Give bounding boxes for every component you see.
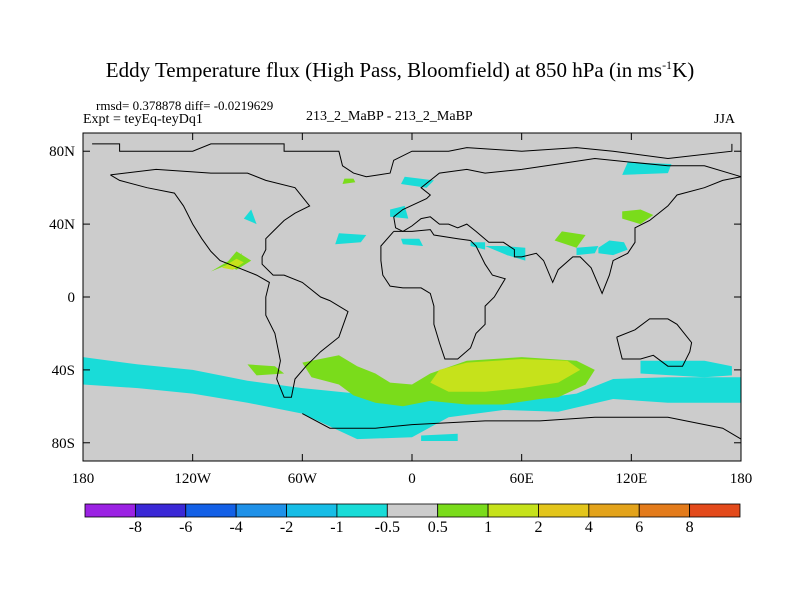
y-tick-label-0: 80N (49, 144, 75, 160)
x-tick-label-1: 120W (174, 471, 212, 487)
colorbar-box-3 (235, 503, 287, 518)
x-tick-label-6: 180 (730, 471, 753, 487)
season-label: JJA (714, 112, 736, 127)
coastline-2 (380, 229, 506, 360)
colorbar-label-3: -2 (279, 519, 294, 536)
contour-fills (83, 133, 741, 461)
colorbar-box-9 (538, 503, 590, 518)
contour-region-2-0 (430, 359, 581, 392)
colorbar-label-7: 1 (484, 519, 493, 536)
coastlines (92, 143, 742, 440)
coastline-4 (616, 318, 693, 367)
colorbar-box-5 (336, 503, 388, 518)
colorbar-label-5: -0.5 (374, 519, 400, 536)
y-tick-label-1: 40N (49, 217, 75, 233)
coastline-5 (302, 413, 742, 440)
colorbar-box-7 (437, 503, 489, 518)
center-label: 213_2_MaBP - 213_2_MaBP (306, 109, 473, 124)
expt-label: Expt = teyEq-teyDq1 (83, 112, 203, 127)
colorbar-label-0: -8 (128, 519, 143, 536)
x-tick-label-2: 60W (288, 471, 318, 487)
colorbar-label-9: 4 (584, 519, 593, 536)
stats-label: rmsd= 0.378878 diff= -0.0219629 (96, 98, 274, 113)
contour-region-0-4 (243, 209, 257, 225)
contour-region-0-0 (83, 357, 741, 440)
colorbar-box-1 (134, 503, 187, 518)
contour-region-0-8 (576, 246, 599, 256)
colorbar-box-4 (286, 503, 338, 518)
x-tick-label-3: 0 (408, 471, 416, 487)
coastline-3 (393, 157, 742, 295)
title-end: K) (672, 58, 695, 82)
colorbar-box-2 (185, 503, 237, 518)
colorbar-label-4: -1 (330, 519, 344, 536)
contour-region-0-11 (640, 360, 732, 378)
colorbar-box-8 (487, 503, 539, 518)
contour-region-1-5 (554, 231, 586, 248)
contour-region-1-4 (622, 209, 654, 225)
colorbar-box-10 (588, 503, 640, 518)
colorbar-label-2: -4 (229, 519, 243, 536)
contour-region-0-5 (401, 238, 423, 246)
colorbar-box-12 (689, 503, 741, 518)
colorbar-label-6: 0.5 (427, 519, 448, 536)
colorbar-label-8: 2 (534, 519, 543, 536)
y-tick-label-4: 80S (52, 436, 75, 452)
contour-region-1-6 (342, 178, 356, 184)
colorbar-box-0 (84, 503, 136, 518)
contour-region-0-1 (335, 233, 367, 245)
axis-ticks: 180 120W 60W 0 60E 120E 180 80N 40N 0 40S 80S (49, 133, 752, 487)
title-main: Eddy Temperature flux (High Pass, Bloomf… (105, 58, 663, 82)
y-tick-label-2: 0 (68, 290, 76, 306)
colorbar-label-11: 8 (685, 519, 694, 536)
x-tick-label-5: 120E (615, 471, 647, 487)
colorbar-label-10: 6 (635, 519, 644, 536)
contour-region-0-12 (421, 433, 458, 441)
coastline-0 (92, 143, 733, 178)
y-tick-label-3: 40S (52, 363, 75, 379)
contour-region-1-1 (247, 364, 285, 376)
contour-region-2-1 (221, 258, 244, 270)
contour-region-0-9 (598, 240, 628, 256)
x-tick-label-4: 60E (510, 471, 534, 487)
coastline-1 (110, 168, 349, 398)
contour-region-0-3 (401, 176, 434, 188)
colorbar-label-1: -6 (179, 519, 193, 536)
colorbar (84, 503, 741, 518)
colorbar-box-6 (386, 503, 439, 518)
x-tick-label-0: 180 (72, 471, 95, 487)
chart-title: Eddy Temperature flux (High Pass, Bloomf… (0, 58, 800, 83)
colorbar-box-11 (638, 503, 691, 518)
title-superscript: -1 (662, 58, 673, 72)
